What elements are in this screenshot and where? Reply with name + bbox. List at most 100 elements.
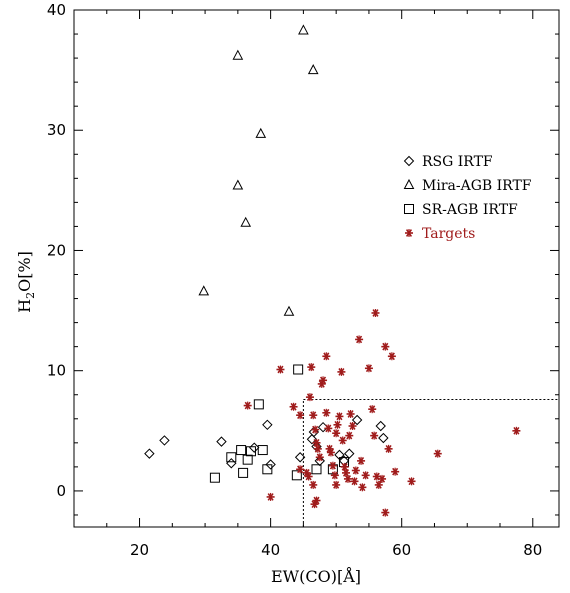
targets-point [296, 465, 305, 474]
y-tick-label: 0 [56, 482, 66, 500]
targets-point [364, 364, 373, 373]
targets-point [381, 342, 390, 351]
targets-point [322, 408, 331, 417]
targets-point [315, 453, 324, 462]
targets-point [296, 411, 305, 420]
y-axis-label-rest: O[%] [15, 251, 34, 292]
targets-point [512, 426, 521, 435]
rsg-irtf-point [226, 458, 237, 469]
sr-agb-irtf-point [245, 446, 256, 457]
y-tick-label: 20 [47, 241, 66, 259]
targets-point [371, 308, 380, 317]
targets-point [337, 367, 346, 376]
plot-border [73, 9, 560, 528]
rsg-irtf-point [351, 414, 363, 426]
mira-agb-irtf-point [232, 49, 244, 60]
targets-point [433, 449, 442, 458]
legend-label-rsg-irtf: RSG IRTF [422, 154, 493, 170]
x-tick-label: 80 [523, 541, 542, 559]
targets-point [332, 429, 341, 438]
targets-point [372, 472, 381, 481]
targets-point [387, 352, 396, 361]
targets-point [370, 431, 379, 440]
sr-agb-irtf-point [226, 452, 237, 463]
sr-agb-irtf-point [236, 445, 247, 456]
targets-point [332, 480, 341, 489]
targets-point [357, 456, 366, 465]
rsg-irtf-point [375, 420, 386, 432]
targets-point [391, 467, 400, 476]
y-tick-label: 10 [47, 362, 66, 380]
legend-label-sr-agb-irtf: SR-AGB IRTF [422, 202, 518, 218]
rsg-irtf-point [144, 448, 155, 459]
sr-agb-irtf-point [242, 454, 253, 465]
targets-point [305, 393, 314, 402]
targets-point [355, 335, 364, 344]
y-tick-label: 30 [47, 121, 66, 139]
targets-point [325, 444, 334, 453]
axis-ticks: 20 40 60 80 0 10 20 30 40 [47, 1, 559, 559]
rsg-irtf-point [262, 419, 273, 431]
targets-point [378, 474, 387, 483]
targets-point [361, 471, 370, 480]
data-points [144, 24, 521, 517]
mira-agb-irtf-point [283, 305, 295, 316]
targets-point [309, 480, 318, 489]
rsg-irtf-point [249, 442, 260, 453]
sr-agb-irtf-point [253, 399, 264, 410]
targets-point [304, 472, 313, 481]
targets-point [310, 500, 319, 509]
sr-agb-irtf-point [293, 364, 304, 375]
targets-point [326, 448, 335, 457]
legend-marker-sr-agb-irtf [404, 204, 414, 214]
rsg-irtf-point [216, 436, 227, 447]
mira-agb-irtf-point [232, 179, 244, 190]
mira-agb-irtf-point [198, 285, 210, 296]
rsg-irtf-point [344, 448, 355, 459]
targets-point [313, 444, 322, 453]
targets-point [276, 365, 285, 374]
targets-point [343, 474, 352, 483]
legend-marker-targets [405, 229, 413, 237]
targets-point [333, 420, 342, 429]
sr-agb-irtf-point [257, 445, 268, 456]
mira-agb-irtf-point [307, 64, 319, 75]
targets-point [319, 376, 328, 385]
targets-point [338, 436, 347, 445]
legend-marker-mira-agb-irtf [403, 178, 415, 189]
targets-point [309, 411, 318, 420]
sr-agb-irtf-point [311, 464, 322, 475]
targets-point [345, 431, 354, 440]
targets-point [335, 412, 344, 421]
targets-point [407, 477, 416, 486]
reference-lines [302, 399, 559, 527]
sr-agb-irtf-point [262, 464, 273, 475]
targets-point [330, 471, 339, 480]
sr-agb-irtf-point [291, 470, 302, 481]
rsg-irtf-point [378, 432, 389, 444]
targets-point [311, 425, 320, 434]
targets-point [368, 405, 377, 414]
mira-agb-irtf-point [240, 216, 252, 227]
legend-label-targets: Targets [422, 226, 475, 242]
targets-point [307, 363, 316, 372]
mira-agb-irtf-point [298, 24, 309, 35]
mira-agb-irtf-point [255, 127, 267, 138]
y-axis-label-subscript: 2 [24, 292, 37, 299]
targets-point [351, 466, 360, 475]
targets-point [266, 492, 275, 501]
targets-point [350, 477, 359, 486]
targets-point [328, 461, 337, 470]
sr-agb-irtf-point [209, 472, 220, 483]
targets-point [243, 401, 252, 410]
targets-point [381, 508, 390, 517]
x-tick-label: 40 [261, 541, 280, 559]
targets-point [324, 424, 333, 433]
rsg-irtf-point [159, 435, 170, 446]
plot-frame [73, 9, 560, 528]
x-tick-label: 20 [130, 541, 149, 559]
rsg-irtf-point [265, 459, 276, 470]
x-tick-label: 60 [392, 541, 411, 559]
rsg-irtf-point [308, 426, 320, 438]
